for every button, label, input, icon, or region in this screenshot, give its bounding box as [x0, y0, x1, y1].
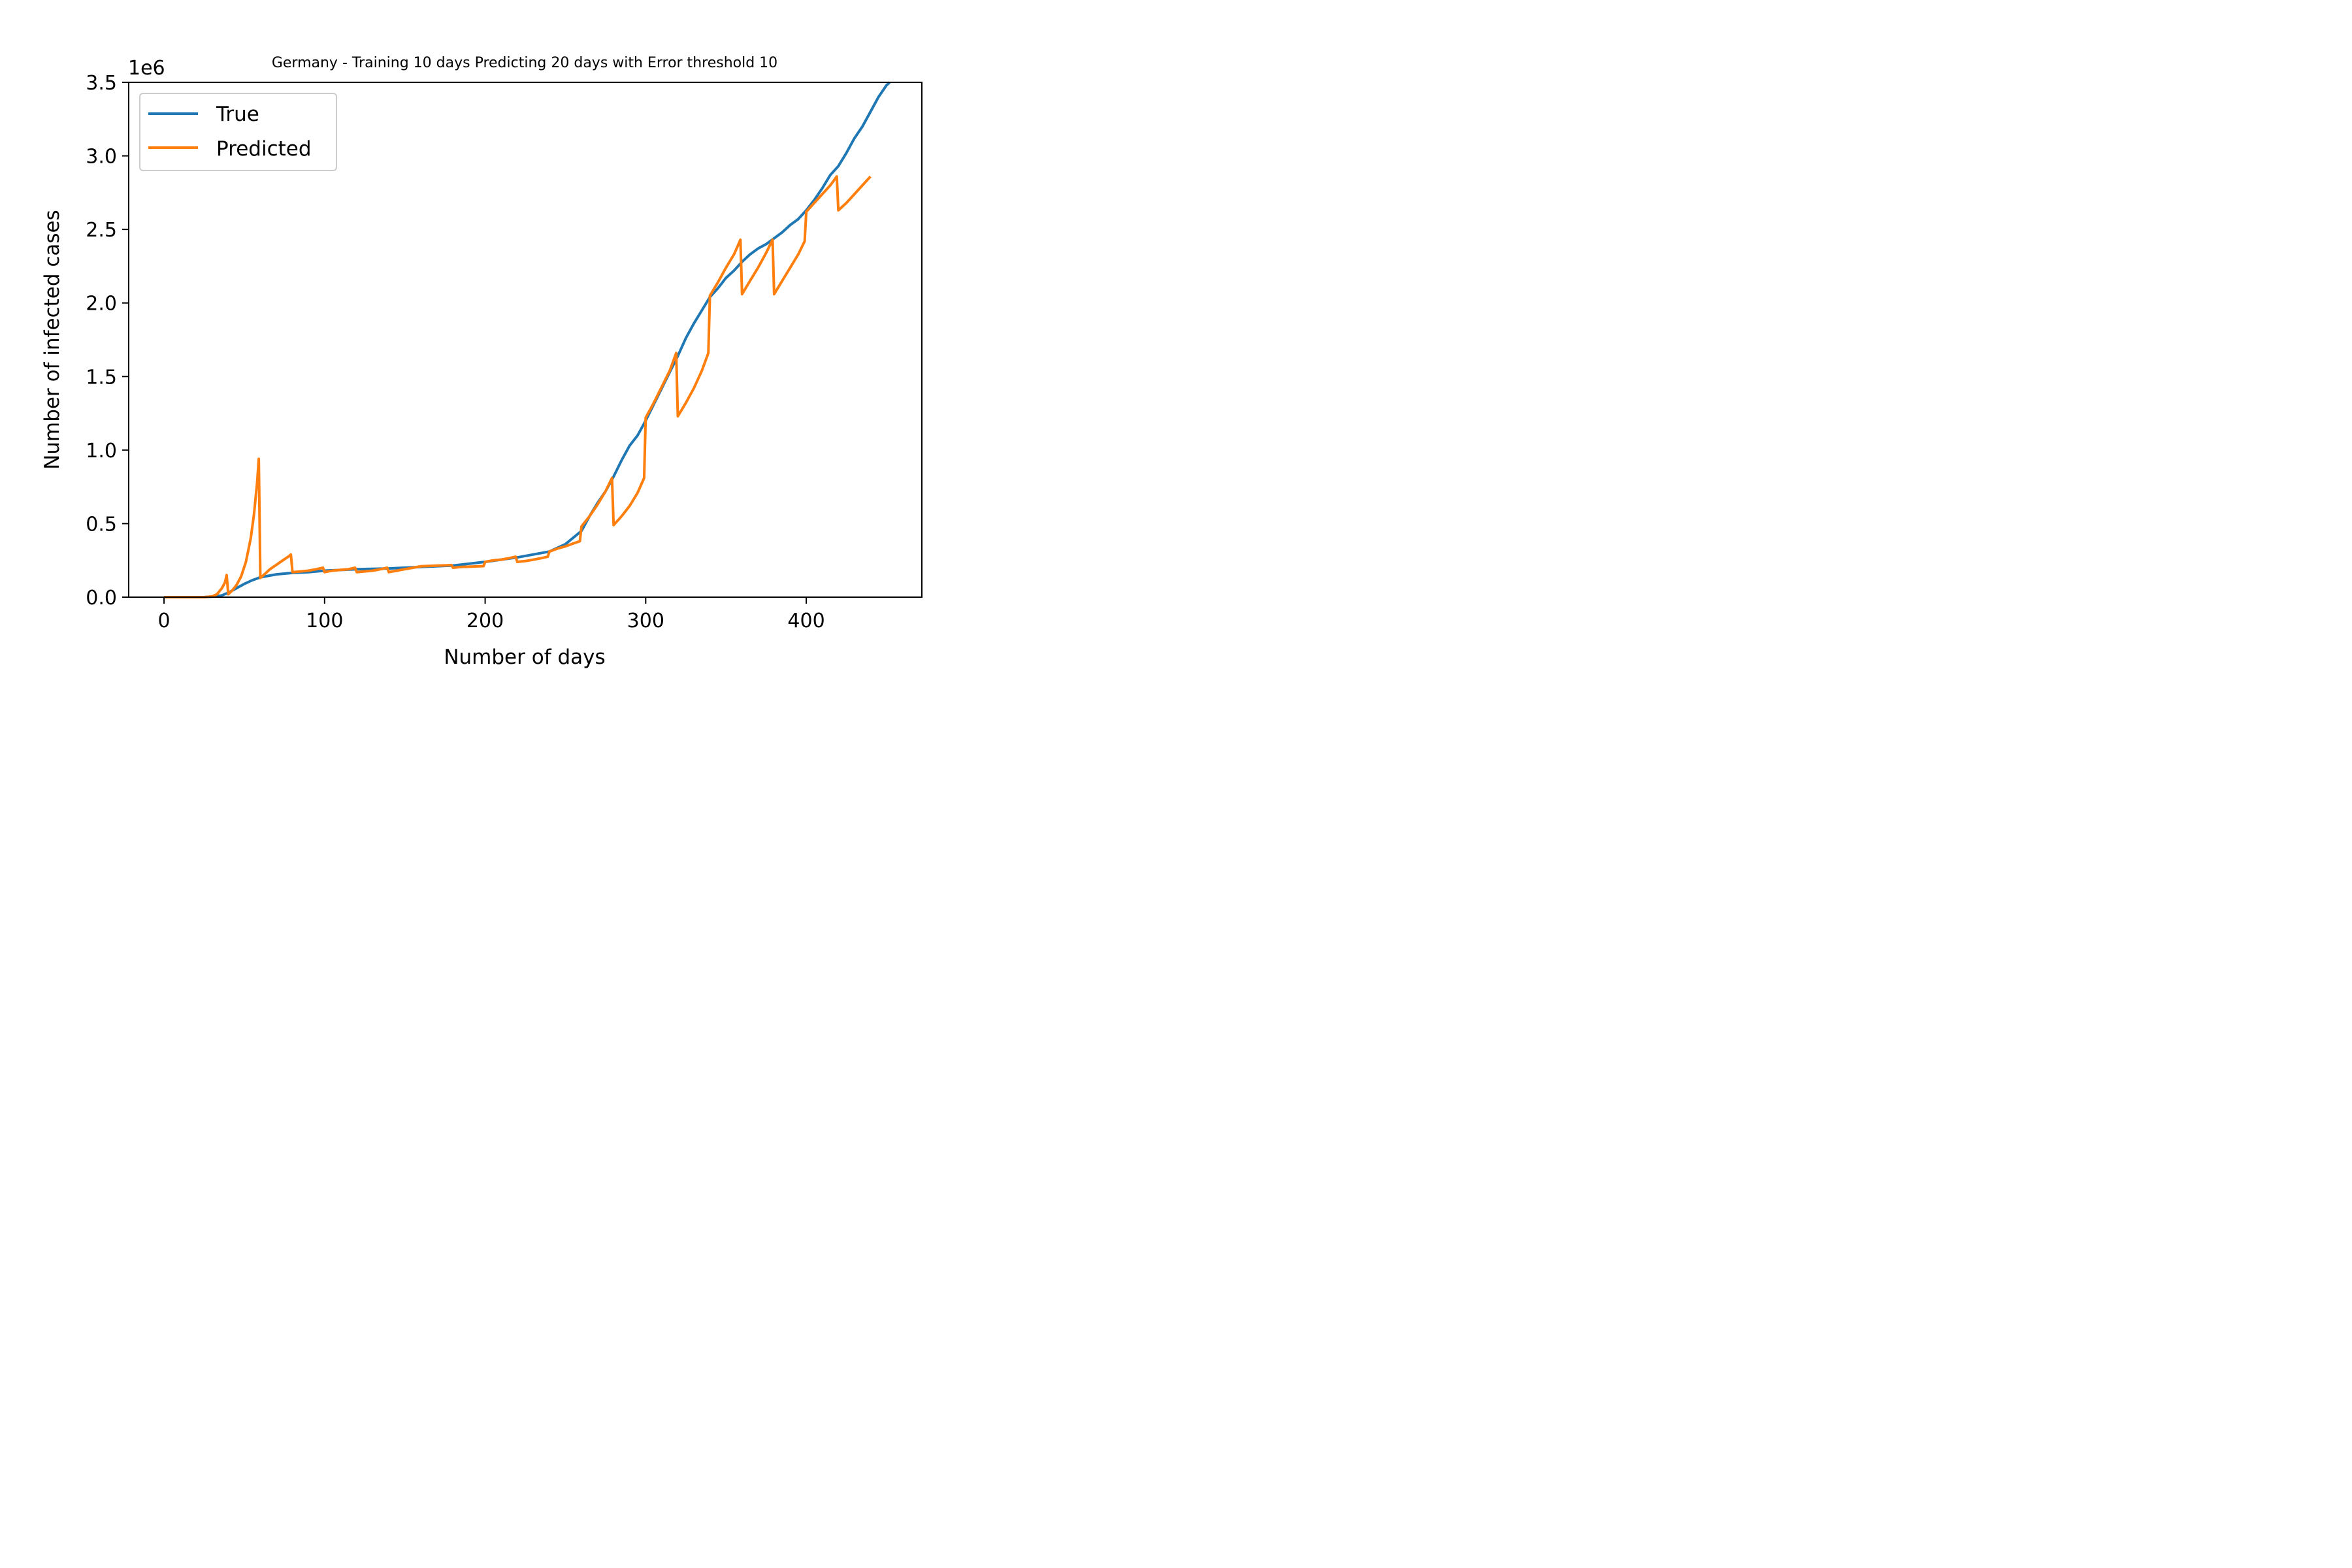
plot-frame [128, 82, 923, 598]
y-tick-label: 1.0 [86, 440, 117, 463]
y-tick-label: 2.5 [86, 219, 117, 242]
y-tick-label: 0.5 [86, 513, 117, 536]
legend-label-predicted: Predicted [216, 137, 312, 161]
chart-title: Germany - Training 10 days Predicting 20… [272, 55, 777, 71]
x-tick-label: 400 [787, 610, 825, 632]
ticks-layer: 0 100 200 300 400 0.0 0.5 1.0 1.5 2.0 2.5 3.0 3.5 [86, 72, 825, 632]
y-offset-label: 1e6 [128, 57, 165, 80]
x-tick-label: 100 [306, 610, 343, 632]
series-layer [164, 81, 891, 598]
infected-cases-chart: Germany - Training 10 days Predicting 20… [41, 55, 923, 669]
y-tick-label: 3.0 [86, 146, 117, 169]
series-line-predicted [164, 175, 872, 598]
legend: True Predicted [139, 93, 337, 171]
legend-label-true: True [216, 103, 259, 126]
y-tick-label: 0.0 [86, 587, 117, 610]
x-tick-label: 0 [158, 610, 171, 632]
y-tick-label: 1.5 [86, 366, 117, 389]
y-axis-label: Number of infected cases [41, 210, 64, 470]
x-tick-label: 300 [627, 610, 664, 632]
x-axis-label: Number of days [444, 645, 605, 669]
y-tick-label: 3.5 [86, 72, 117, 95]
x-tick-label: 200 [466, 610, 504, 632]
y-tick-label: 2.0 [86, 293, 117, 316]
